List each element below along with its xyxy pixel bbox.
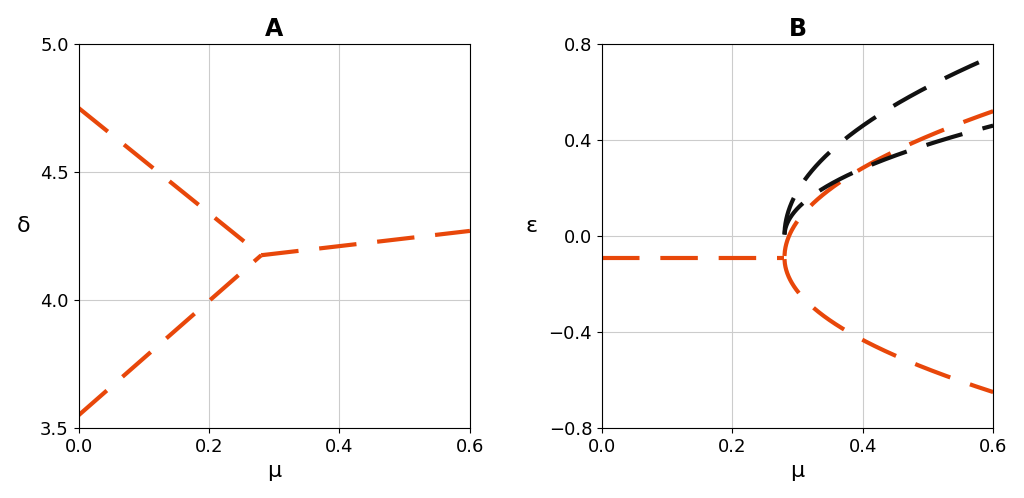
Title: A: A — [265, 16, 284, 41]
X-axis label: μ: μ — [267, 461, 282, 482]
Title: B: B — [788, 16, 807, 41]
X-axis label: μ: μ — [791, 461, 805, 482]
Y-axis label: ε: ε — [525, 216, 538, 236]
Y-axis label: δ: δ — [16, 216, 31, 236]
